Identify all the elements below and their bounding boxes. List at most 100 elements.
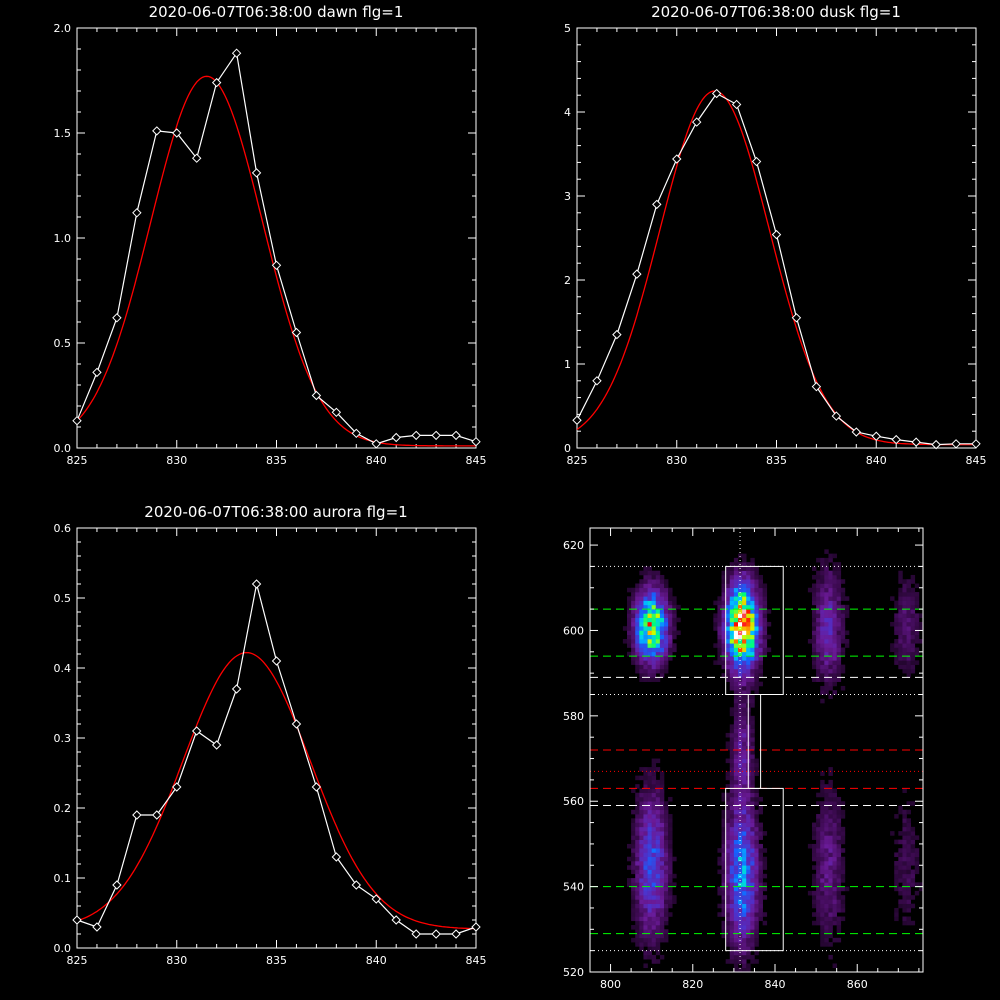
heatmap-cell bbox=[824, 929, 829, 934]
heatmap-cell bbox=[902, 916, 907, 922]
heatmap-cell bbox=[914, 647, 920, 653]
heatmap-cell bbox=[758, 651, 763, 657]
heatmap-cell bbox=[828, 835, 833, 840]
heatmap-cell bbox=[729, 767, 735, 772]
heatmap-cell bbox=[742, 878, 747, 883]
heatmap-cell bbox=[647, 916, 652, 922]
heatmap-cell bbox=[894, 916, 899, 922]
heatmap-cell bbox=[651, 784, 657, 789]
heatmap-cell bbox=[812, 843, 817, 849]
heatmap-cell bbox=[840, 835, 846, 840]
heatmap-cell bbox=[816, 869, 821, 875]
heatmap-cell bbox=[742, 912, 747, 917]
heatmap-cell bbox=[758, 647, 763, 653]
heatmap-cell bbox=[902, 856, 907, 862]
heatmap-cell bbox=[676, 617, 681, 623]
heatmap-cell bbox=[750, 946, 755, 951]
heatmap-cell bbox=[828, 886, 833, 892]
heatmap-cell bbox=[738, 715, 743, 721]
heatmap-cell bbox=[643, 954, 648, 960]
heatmap-cell bbox=[820, 937, 825, 943]
heatmap-cell bbox=[832, 848, 837, 853]
heatmap-cell bbox=[824, 562, 829, 567]
heatmap-cell bbox=[828, 925, 833, 930]
heatmap-cell bbox=[725, 818, 731, 823]
heatmap-cell bbox=[725, 587, 731, 593]
heatmap-cell bbox=[898, 660, 903, 665]
heatmap-cell bbox=[659, 916, 665, 922]
heatmap-cell bbox=[647, 835, 652, 840]
heatmap-cell bbox=[742, 843, 747, 849]
heatmap-cell bbox=[746, 600, 751, 606]
heatmap-cell bbox=[659, 788, 665, 793]
heatmap-cell bbox=[664, 899, 669, 904]
heatmap-cell bbox=[672, 609, 677, 614]
heatmap-cell bbox=[738, 831, 743, 836]
heatmap-cell bbox=[655, 660, 661, 665]
heatmap-cell bbox=[655, 767, 661, 772]
heatmap-cell bbox=[758, 664, 763, 670]
heatmap-cell bbox=[651, 643, 657, 648]
heatmap-cell bbox=[754, 856, 759, 862]
heatmap-cell bbox=[733, 942, 739, 947]
heatmap-cell bbox=[820, 698, 825, 704]
heatmap-cell bbox=[733, 954, 739, 960]
heatmap-cell bbox=[742, 861, 747, 866]
heatmap-cell bbox=[750, 784, 755, 789]
heatmap-cell bbox=[738, 651, 743, 657]
heatmap-cell bbox=[742, 647, 747, 653]
heatmap-cell bbox=[746, 873, 751, 879]
heatmap-cell bbox=[746, 587, 751, 593]
heatmap-cell bbox=[914, 617, 920, 623]
heatmap-cell bbox=[717, 890, 722, 896]
heatmap-cell bbox=[832, 869, 837, 875]
aurora-data-point bbox=[371, 894, 381, 904]
heatmap-cell bbox=[746, 882, 751, 887]
heatmap-cell bbox=[750, 843, 755, 849]
heatmap-cell bbox=[828, 818, 833, 823]
heatmap-cell bbox=[643, 831, 648, 836]
heatmap-cell bbox=[742, 668, 747, 674]
heatmap-cell bbox=[750, 801, 755, 806]
heatmap-cell bbox=[820, 843, 825, 849]
heatmap-cell bbox=[832, 788, 837, 793]
heatmap-cell bbox=[655, 826, 661, 832]
heatmap-cell bbox=[812, 630, 817, 636]
heatmap-cell bbox=[902, 852, 907, 858]
heatmap-cell bbox=[902, 634, 907, 640]
heatmap-cell bbox=[820, 818, 825, 823]
heatmap-cell bbox=[816, 583, 821, 589]
heatmap-cell bbox=[750, 903, 755, 909]
heatmap-cell bbox=[643, 775, 648, 781]
heatmap-cell bbox=[655, 664, 661, 670]
heatmap-cell bbox=[738, 681, 743, 687]
heatmap-cell bbox=[721, 899, 726, 904]
heatmap-cell bbox=[655, 579, 661, 584]
heatmap-cell bbox=[672, 899, 677, 904]
heatmap-cell bbox=[721, 626, 726, 631]
heatmap-cell bbox=[828, 933, 833, 939]
heatmap-cell bbox=[733, 656, 739, 661]
heatmap-cell bbox=[729, 728, 735, 734]
heatmap-cell bbox=[742, 784, 747, 789]
heatmap-cell bbox=[820, 587, 825, 593]
heatmap-cell bbox=[836, 890, 842, 896]
heatmap-cell bbox=[659, 792, 665, 798]
heatmap-cell bbox=[742, 818, 747, 823]
heatmap-cell bbox=[733, 967, 739, 972]
heatmap-cell bbox=[738, 967, 743, 972]
heatmap-cell bbox=[725, 574, 731, 580]
heatmap-cell bbox=[750, 771, 755, 776]
heatmap-cell bbox=[738, 643, 743, 648]
heatmap-cell bbox=[651, 596, 657, 601]
heatmap-cell bbox=[766, 621, 772, 627]
heatmap-cell bbox=[713, 617, 718, 623]
heatmap-cell bbox=[742, 613, 747, 618]
heatmap-cell bbox=[631, 895, 636, 900]
heatmap-cell bbox=[816, 677, 821, 682]
heatmap-cell bbox=[754, 920, 759, 926]
heatmap-cell bbox=[762, 651, 768, 657]
heatmap-cell bbox=[902, 643, 907, 648]
heatmap-cell bbox=[832, 839, 837, 845]
dusk-data-point bbox=[971, 439, 981, 449]
